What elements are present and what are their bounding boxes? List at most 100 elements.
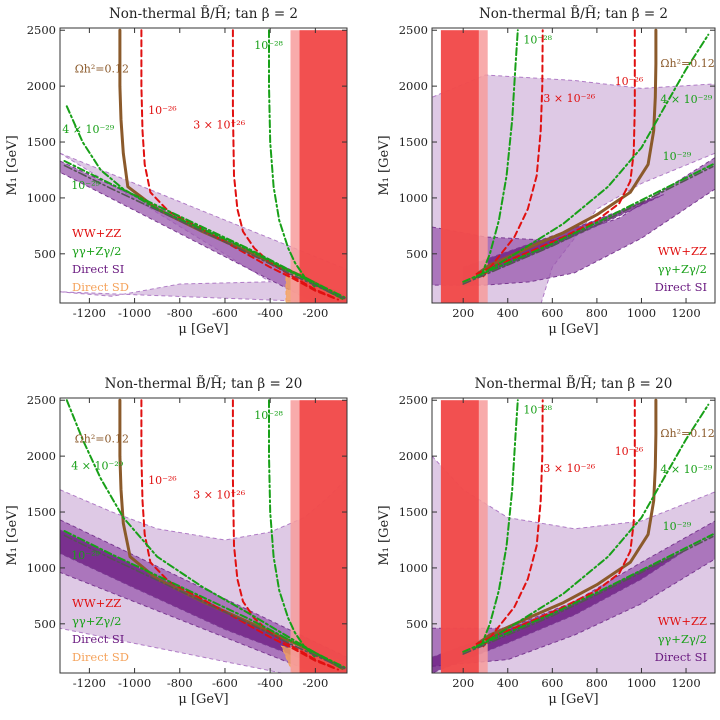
y-tick-label: 2000 [27, 449, 56, 463]
curve-gamma-3 [480, 399, 519, 648]
legend: WW+ZZ γγ+Zγ/2 Direct SI [655, 614, 707, 664]
x-tick-label: -600 [212, 306, 238, 320]
curve-gamma-5 [63, 160, 346, 299]
x-tick-label: 800 [586, 306, 608, 320]
legend-item-ww: WW+ZZ [658, 244, 707, 258]
curve-ww-1 [475, 399, 636, 645]
curve-label-ww: 3 × 10⁻²⁶ [193, 489, 245, 502]
plot-area: Ωh²=0.12 10⁻²⁶ 3 × 10⁻²⁶ 10⁻²⁸ 4 × 10⁻²⁹ 10⁻²… [60, 398, 347, 673]
panel-3: Ωh²=0.12 10⁻²⁶ 3 × 10⁻²⁶ 10⁻²⁸ 4 × 10⁻²⁹ 10⁻²… [5, 376, 348, 707]
curve-gamma-3 [268, 29, 317, 289]
curve-dashdot-6 [63, 534, 346, 670]
curve-dashdot-6 [462, 165, 714, 285]
y-tick-label: 1000 [399, 561, 428, 575]
curve-label-relic: Ωh²=0.12 [75, 63, 129, 76]
curve-gamma-4 [473, 33, 710, 280]
curve-gamma-5 [462, 163, 714, 283]
curve-gamma-4 [65, 105, 344, 300]
curve-ww-2 [231, 29, 335, 299]
panel-4: 10⁻²⁸ 10⁻²⁶ Ωh²=0.12 3 × 10⁻²⁶ 4 × 10⁻²⁹ 10⁻²… [377, 376, 716, 707]
x-tick-label: -1000 [118, 676, 151, 690]
y-tick-label: 2000 [399, 449, 428, 463]
x-tick-label: 400 [497, 676, 519, 690]
x-axis-label: μ [GeV] [548, 692, 598, 707]
curve-label-gamma: 10⁻²⁹ [663, 150, 692, 163]
y-axis-label: M₁ [GeV] [377, 505, 392, 565]
curve-gamma-3 [268, 399, 317, 659]
legend: WW+ZZ γγ+Zγ/2 Direct SI [655, 244, 707, 294]
excluded-band [440, 400, 479, 673]
curve-relic-0 [477, 28, 658, 275]
y-tick-label: 500 [34, 247, 56, 261]
x-tick-label: -1200 [73, 306, 106, 320]
y-tick-label: 1500 [27, 135, 56, 149]
curve-ww-2 [482, 29, 544, 278]
curve-gamma-5 [63, 530, 346, 669]
curve-label-ww: 3 × 10⁻²⁶ [543, 92, 595, 105]
y-axis-label: M₁ [GeV] [5, 135, 20, 195]
curve-label-gamma: 4 × 10⁻²⁹ [71, 460, 123, 473]
y-tick-label: 1000 [27, 561, 56, 575]
y-tick-label: 1500 [399, 135, 428, 149]
x-tick-label: 600 [541, 676, 563, 690]
legend-item-ww: WW+ZZ [72, 226, 121, 240]
curve-label-ww: 10⁻²⁶ [615, 445, 644, 458]
x-tick-label: 1000 [627, 676, 656, 690]
y-tick-label: 500 [406, 247, 428, 261]
x-tick-label: 600 [541, 306, 563, 320]
curve-gamma-5 [462, 533, 714, 653]
x-tick-label: -1000 [118, 306, 151, 320]
curve-label-ww: 3 × 10⁻²⁶ [543, 462, 595, 475]
y-tick-label: 1500 [399, 505, 428, 519]
y-tick-label: 1500 [27, 505, 56, 519]
x-tick-label: 200 [452, 676, 474, 690]
x-tick-label: -400 [257, 306, 283, 320]
legend-item-ww: WW+ZZ [658, 614, 707, 628]
legend-item-si: Direct SI [655, 650, 707, 664]
curve-ww-1 [140, 29, 339, 301]
y-axis-label: M₁ [GeV] [377, 135, 392, 195]
x-axis-label: μ [GeV] [178, 692, 228, 707]
panel-1: Ωh²=0.12 10⁻²⁶ 3 × 10⁻²⁶ 10⁻²⁸ 4 × 10⁻²⁹ 10⁻²… [5, 6, 348, 337]
x-tick-label: 800 [586, 676, 608, 690]
curve-label-gamma: 4 × 10⁻²⁹ [660, 93, 712, 106]
x-tick-label: -200 [302, 676, 328, 690]
curve-dashdot-6 [63, 164, 346, 300]
excluded-band [440, 30, 479, 303]
plot-frame [431, 27, 716, 304]
legend-item-si: Direct SI [655, 280, 707, 294]
legend-item-gamma: γγ+Zγ/2 [658, 262, 707, 276]
x-tick-label: -200 [302, 306, 328, 320]
plot-area: 10⁻²⁸ 10⁻²⁶ Ωh²=0.12 3 × 10⁻²⁶ 4 × 10⁻²⁹ 10⁻²… [432, 398, 715, 673]
legend-item-ww: WW+ZZ [72, 596, 121, 610]
curve-gamma-3 [480, 29, 519, 278]
legend-item-gamma: γγ+Zγ/2 [72, 244, 121, 258]
curve-label-gamma: 10⁻²⁹ [71, 549, 100, 562]
curve-label-ww: 10⁻²⁶ [615, 75, 644, 88]
legend-item-sd: Direct SD [72, 280, 129, 294]
legend: WW+ZZ γγ+Zγ/2 Direct SI Direct SD [72, 226, 129, 294]
legend-item-gamma: γγ+Zγ/2 [72, 614, 121, 628]
curve-ww-1 [140, 399, 339, 671]
excluded-band [299, 30, 347, 303]
legend-item-si: Direct SI [72, 262, 124, 276]
y-tick-label: 2500 [27, 393, 56, 407]
x-tick-label: 1200 [671, 676, 700, 690]
x-axis-label: μ [GeV] [178, 322, 228, 337]
panel-2: 10⁻²⁸ 10⁻²⁶ Ωh²=0.12 3 × 10⁻²⁶ 4 × 10⁻²⁹ 10⁻²… [377, 6, 716, 337]
curve-ww-2 [231, 399, 335, 669]
panel-title: Non-thermal B̃/H̃; tan β = 2 [109, 6, 298, 22]
y-tick-label: 2000 [27, 79, 56, 93]
plot-area: Ωh²=0.12 10⁻²⁶ 3 × 10⁻²⁶ 10⁻²⁸ 4 × 10⁻²⁹ 10⁻²… [60, 28, 347, 303]
panel-title: Non-thermal B̃/H̃; tan β = 2 [479, 6, 668, 22]
curve-label-gamma: 10⁻²⁹ [71, 179, 100, 192]
y-tick-label: 1000 [27, 191, 56, 205]
curve-label-gamma: 4 × 10⁻²⁹ [62, 123, 114, 136]
x-tick-label: -400 [257, 676, 283, 690]
legend-item-sd: Direct SD [72, 650, 129, 664]
panel-title: Non-thermal B̃/H̃; tan β = 20 [475, 376, 673, 392]
curve-label-ww: 10⁻²⁶ [148, 474, 177, 487]
curve-label-relic: Ωh²=0.12 [660, 57, 714, 70]
curve-ww-1 [475, 29, 636, 275]
plot-frame [431, 397, 716, 674]
